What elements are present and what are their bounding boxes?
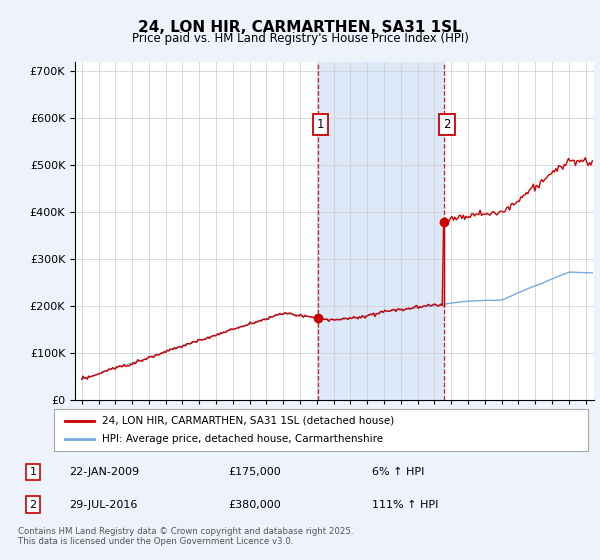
- Text: 1: 1: [29, 467, 37, 477]
- Text: HPI: Average price, detached house, Carmarthenshire: HPI: Average price, detached house, Carm…: [102, 434, 383, 444]
- Text: Contains HM Land Registry data © Crown copyright and database right 2025.
This d: Contains HM Land Registry data © Crown c…: [18, 526, 353, 546]
- Text: 22-JAN-2009: 22-JAN-2009: [69, 467, 139, 477]
- Text: £175,000: £175,000: [228, 467, 281, 477]
- Text: 24, LON HIR, CARMARTHEN, SA31 1SL: 24, LON HIR, CARMARTHEN, SA31 1SL: [138, 20, 462, 35]
- Text: 24, LON HIR, CARMARTHEN, SA31 1SL (detached house): 24, LON HIR, CARMARTHEN, SA31 1SL (detac…: [102, 416, 394, 426]
- Text: 1: 1: [317, 118, 324, 131]
- Text: 2: 2: [29, 500, 37, 510]
- Bar: [318, 62, 444, 400]
- Text: Price paid vs. HM Land Registry's House Price Index (HPI): Price paid vs. HM Land Registry's House …: [131, 32, 469, 45]
- Text: 2: 2: [443, 118, 451, 131]
- Text: 6% ↑ HPI: 6% ↑ HPI: [372, 467, 424, 477]
- Text: 29-JUL-2016: 29-JUL-2016: [69, 500, 137, 510]
- Text: 111% ↑ HPI: 111% ↑ HPI: [372, 500, 439, 510]
- Text: £380,000: £380,000: [228, 500, 281, 510]
